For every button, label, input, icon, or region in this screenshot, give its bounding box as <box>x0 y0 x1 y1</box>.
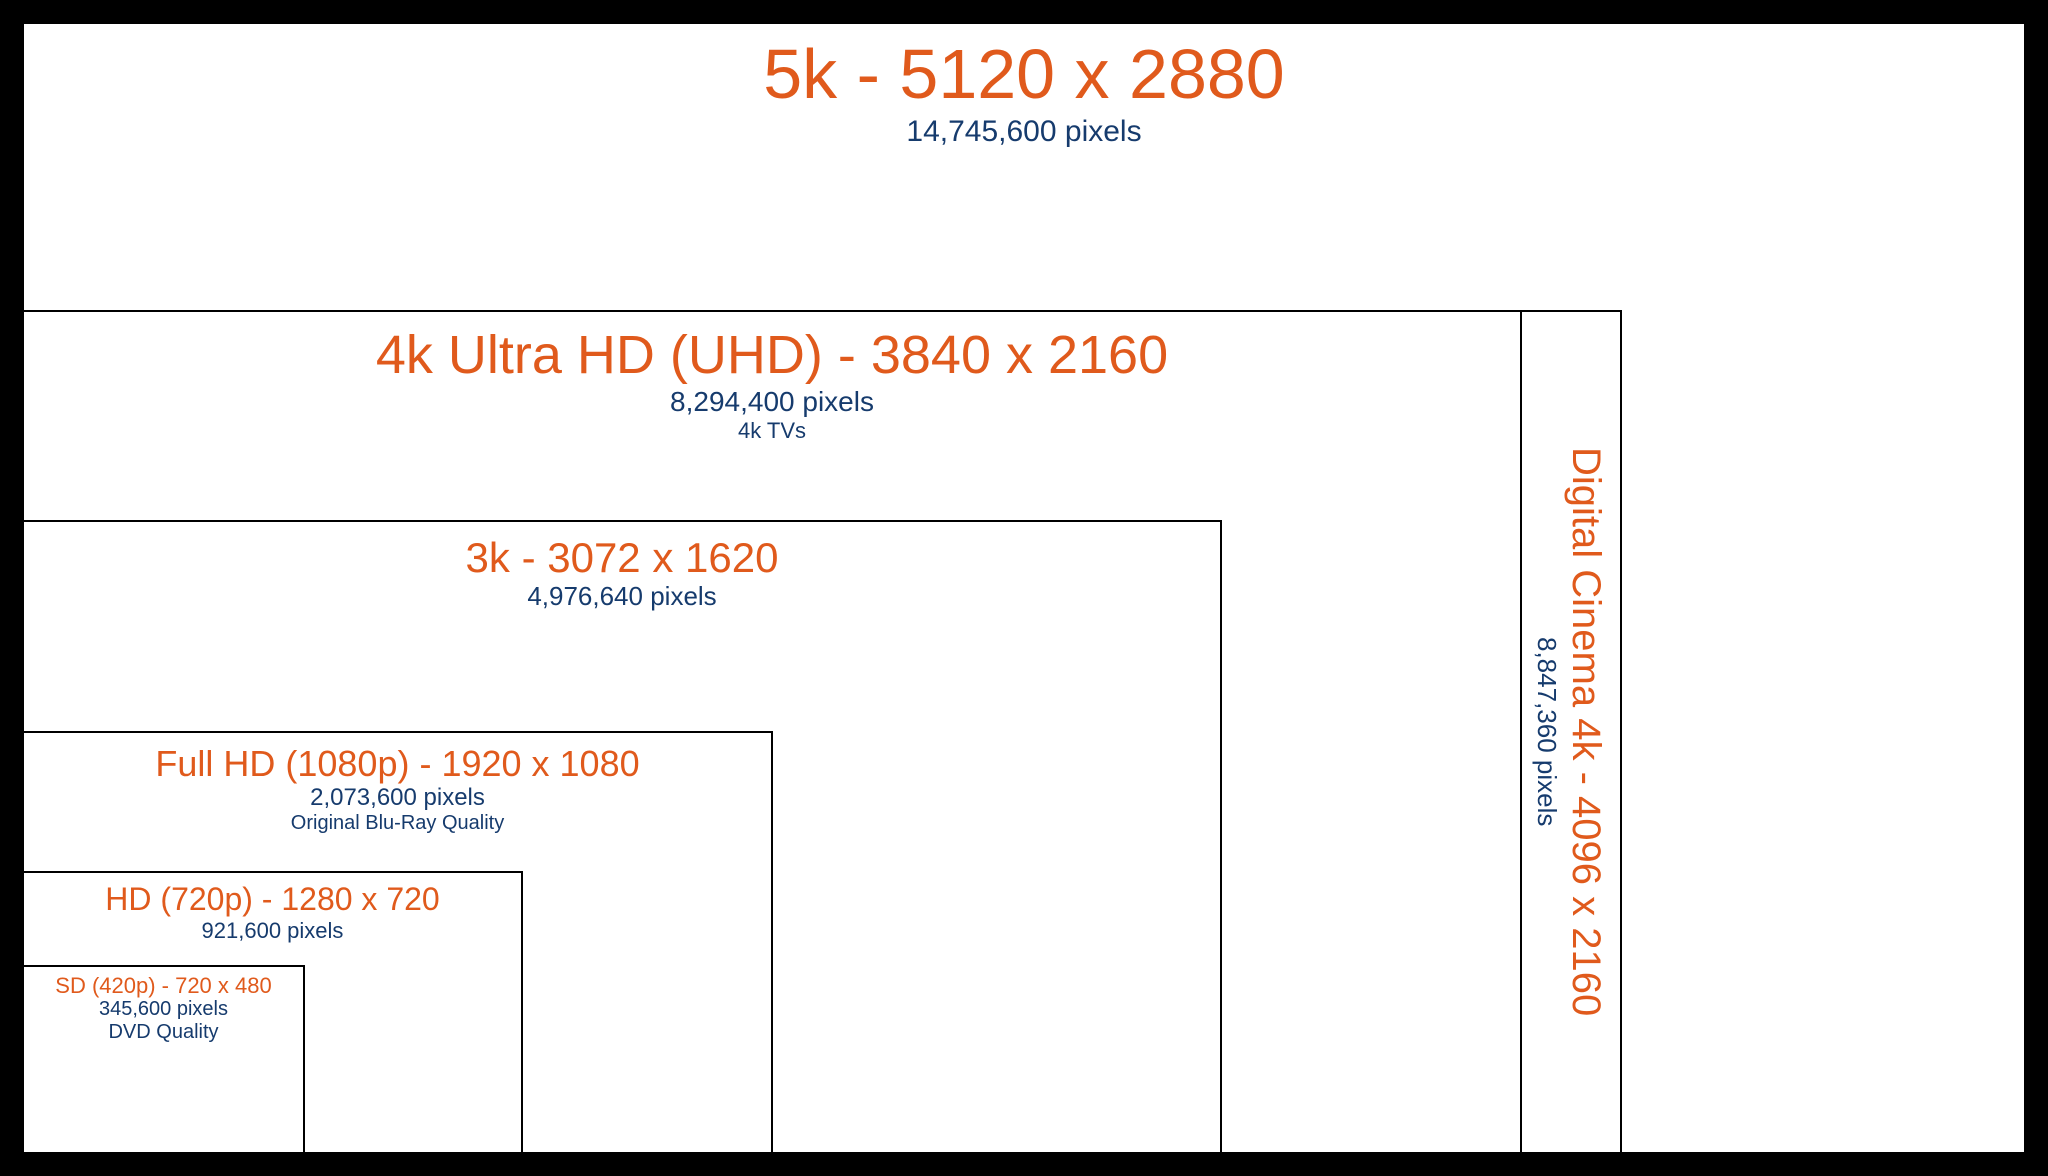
label-720p: HD (720p) - 1280 x 720 921,600 pixels <box>24 881 521 943</box>
label-1080p: Full HD (1080p) - 1920 x 1080 2,073,600 … <box>24 743 771 835</box>
label-3k: 3k - 3072 x 1620 4,976,640 pixels <box>24 534 1220 612</box>
title-1080p: Full HD (1080p) - 1920 x 1080 <box>24 743 771 784</box>
note-1080p: Original Blu-Ray Quality <box>24 812 771 835</box>
pixels-dci4k: 8,847,360 pixels <box>1531 332 1562 1132</box>
note-4kuhd: 4k TVs <box>24 418 1520 443</box>
label-5k: 5k - 5120 x 2880 14,745,600 pixels <box>24 34 2024 149</box>
title-3k: 3k - 3072 x 1620 <box>24 534 1220 582</box>
pixels-sd: 345,600 pixels <box>24 998 303 1021</box>
label-dci4k: Digital Cinema 4k - 4096 x 2160 8,847,36… <box>1531 332 1610 1132</box>
title-5k: 5k - 5120 x 2880 <box>24 34 2024 115</box>
pixels-5k: 14,745,600 pixels <box>24 115 2024 150</box>
note-sd: DVD Quality <box>24 1021 303 1044</box>
pixels-1080p: 2,073,600 pixels <box>24 784 771 812</box>
label-sd: SD (420p) - 720 x 480 345,600 pixels DVD… <box>24 973 303 1044</box>
pixels-720p: 921,600 pixels <box>24 918 521 943</box>
title-dci4k: Digital Cinema 4k - 4096 x 2160 <box>1562 332 1610 1132</box>
label-4kuhd: 4k Ultra HD (UHD) - 3840 x 2160 8,294,40… <box>24 324 1520 444</box>
pixels-4kuhd: 8,294,400 pixels <box>24 386 1520 418</box>
pixels-3k: 4,976,640 pixels <box>24 582 1220 612</box>
title-sd: SD (420p) - 720 x 480 <box>24 973 303 998</box>
title-720p: HD (720p) - 1280 x 720 <box>24 881 521 918</box>
title-4kuhd: 4k Ultra HD (UHD) - 3840 x 2160 <box>24 324 1520 386</box>
box-sd: SD (420p) - 720 x 480 345,600 pixels DVD… <box>24 965 305 1152</box>
canvas: 5k - 5120 x 2880 14,745,600 pixels Digit… <box>24 24 2024 1152</box>
